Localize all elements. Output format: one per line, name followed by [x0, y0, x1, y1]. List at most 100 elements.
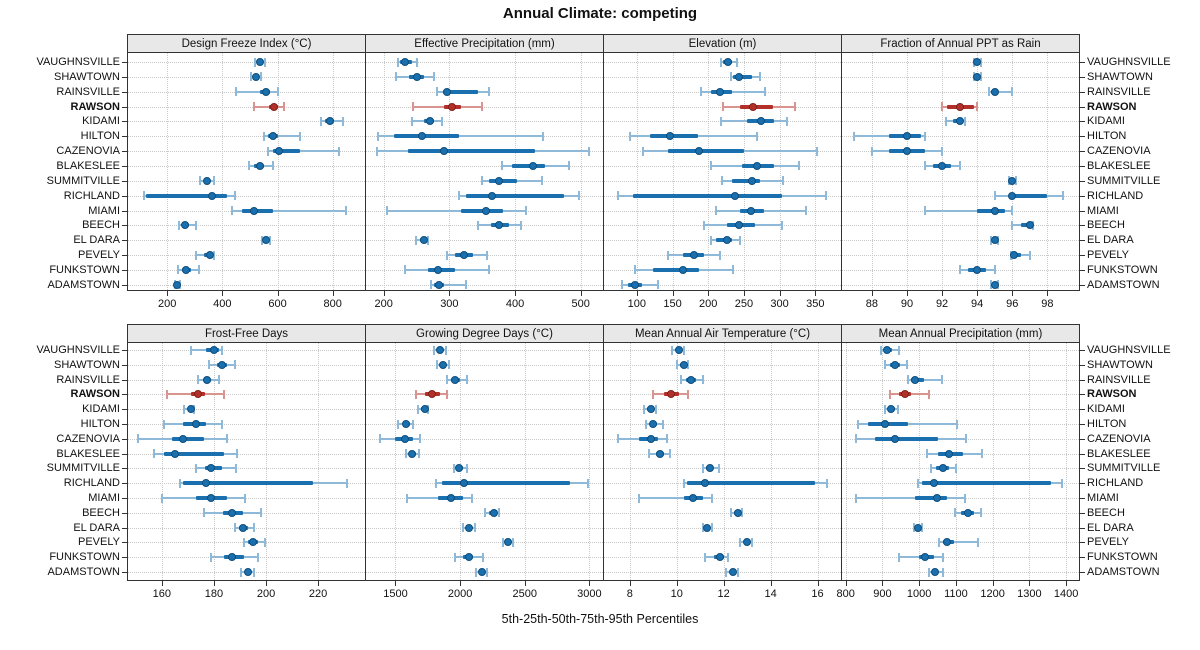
strip-title: Elevation (m): [688, 37, 757, 50]
whisker-cap-p95: [896, 404, 899, 414]
median-dot-cazenovia: [890, 434, 899, 443]
median-dot-rawson: [448, 102, 456, 111]
whisker-5-95-cazenovia: [267, 150, 339, 153]
strip-title: Growing Degree Days (°C): [416, 327, 553, 340]
median-dot-richland: [700, 479, 709, 488]
row-label-left-el-dara: EL DARA: [73, 521, 120, 534]
row-tick-left: [122, 542, 127, 544]
whisker-cap-p95: [815, 146, 818, 156]
row-tick-right: [1080, 225, 1085, 227]
row-tick-right: [1080, 269, 1085, 271]
iqr-bar-25-75-richland: [465, 193, 564, 198]
median-dot-funkstown: [921, 553, 930, 562]
whisker-cap-p5: [642, 404, 645, 414]
whisker-5-95-rainsville: [701, 90, 765, 93]
whisker-cap-p5: [958, 265, 961, 275]
whisker-cap-p5: [435, 87, 438, 97]
axis-tick: [1029, 581, 1031, 586]
axis-tick-label: 400: [213, 298, 232, 310]
whisker-cap-p95: [755, 131, 758, 141]
whisker-cap-p95: [271, 161, 274, 171]
whisker-cap-p5: [461, 523, 464, 533]
median-dot-el-dara: [722, 236, 731, 245]
median-dot-kidami: [426, 117, 435, 126]
median-dot-pevely: [943, 538, 952, 547]
strip-fraction-of-annual-ppt-as-rain: Fraction of Annual PPT as Rain: [841, 34, 1080, 53]
median-dot-hilton: [191, 420, 200, 428]
axis-tick-label: 300: [770, 298, 789, 310]
whisker-cap-p95: [993, 265, 996, 275]
whisker-cap-p95: [654, 404, 657, 414]
row-label-left-vaughnsville: VAUGHNSVILLE: [36, 344, 120, 356]
whisker-cap-p5: [906, 375, 909, 385]
whisker-cap-p5: [242, 537, 245, 547]
median-dot-adamstown: [990, 280, 999, 289]
axis-tick: [743, 291, 745, 296]
axis-tick: [676, 581, 678, 586]
whisker-cap-p95: [736, 567, 739, 577]
row-tick-right: [1080, 240, 1085, 242]
axis-tick-label: 100: [627, 298, 646, 310]
axis-tick: [629, 581, 631, 586]
gridline-horizontal: [604, 409, 841, 411]
whisker-cap-p95: [464, 280, 467, 290]
gridline-horizontal: [128, 269, 365, 271]
axis-tick: [213, 581, 215, 586]
gridline-horizontal: [842, 557, 1079, 559]
whisker-cap-p95: [687, 389, 690, 399]
gridline-horizontal: [842, 350, 1079, 351]
iqr-bar-25-75-summitville: [732, 178, 761, 183]
whisker-cap-p95: [259, 508, 262, 518]
gridline-vertical: [629, 343, 631, 580]
whisker-cap-p5: [701, 463, 704, 473]
axis-tick: [845, 581, 847, 586]
whisker-cap-p95: [441, 116, 444, 126]
gridline-vertical: [318, 343, 320, 580]
row-label-left-shawtown: SHAWTOWN: [54, 358, 120, 371]
strip-title: Frost-Free Days: [204, 327, 289, 340]
axis-tick-label: 200: [699, 298, 718, 310]
row-tick-left: [122, 409, 127, 411]
row-tick-left: [122, 195, 127, 197]
gridline-vertical: [460, 343, 462, 580]
whisker-5-95-rainsville: [236, 90, 278, 93]
median-dot-cazenovia: [694, 147, 703, 156]
axis-tick: [167, 291, 169, 296]
gridline-horizontal: [842, 255, 1079, 257]
median-dot-hilton: [666, 132, 675, 141]
iqr-bar-25-75-richland: [1008, 193, 1048, 198]
whisker-cap-p95: [445, 389, 448, 399]
row-tick-left: [122, 468, 127, 470]
whisker-cap-p95: [921, 523, 924, 533]
row-tick-right: [1080, 394, 1085, 396]
whisker-cap-p5: [179, 478, 182, 488]
gridline-vertical: [383, 53, 385, 290]
gridline-horizontal: [842, 394, 1079, 396]
median-dot-beech: [495, 221, 504, 230]
whisker-cap-p95: [223, 389, 226, 399]
whisker-cap-p95: [805, 206, 808, 215]
gridline-horizontal: [366, 527, 603, 529]
whisker-cap-p5: [854, 493, 857, 503]
whisker-cap-p95: [276, 87, 279, 97]
axis-tick: [770, 581, 772, 586]
median-dot-rawson: [270, 102, 279, 111]
whisker-cap-p95: [1028, 250, 1031, 260]
axis-tick: [383, 291, 385, 296]
whisker-cap-p95: [763, 87, 766, 97]
whisker-cap-p5: [870, 146, 873, 156]
whisker-cap-p95: [418, 449, 420, 459]
median-dot-blakeslee: [656, 449, 665, 458]
whisker-cap-p95: [194, 220, 197, 230]
axis-tick: [672, 291, 674, 296]
row-tick-left: [122, 151, 127, 153]
axis-tick: [161, 581, 163, 586]
row-label-right-beech: BEECH: [1087, 219, 1125, 232]
whisker-cap-p5: [481, 176, 484, 186]
median-dot-cazenovia: [646, 434, 655, 443]
row-label-left-rawson: RAWSON: [70, 388, 121, 401]
whisker-cap-p5: [652, 389, 655, 399]
whisker-cap-p5: [680, 375, 683, 385]
iqr-bar-25-75-blakeslee: [164, 451, 225, 456]
row-label-right-shawtown: SHAWTOWN: [1087, 70, 1153, 83]
